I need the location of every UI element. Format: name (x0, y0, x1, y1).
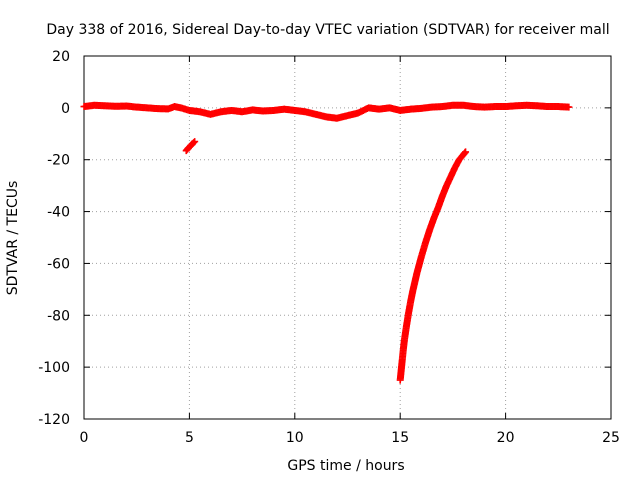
y-tick-label: -80 (47, 308, 70, 324)
y-tick-label: -60 (47, 256, 70, 272)
x-tick-label: 20 (497, 430, 515, 446)
x-axis-label: GPS time / hours (287, 458, 404, 474)
data-point (191, 138, 199, 146)
data-points (80, 101, 573, 384)
axis-ticks: 0 5 10 15 20 25 -120 -100 -80 -60 -40 -20 0 20 (38, 49, 620, 446)
x-tick-label: 0 (80, 430, 89, 446)
data-point (190, 139, 198, 147)
chart-title: Day 338 of 2016, Sidereal Day-to-day VTE… (46, 22, 609, 38)
grid (84, 56, 611, 419)
x-tick-label: 15 (391, 430, 409, 446)
x-tick-label: 5 (185, 430, 194, 446)
x-tick-label: 10 (286, 430, 304, 446)
y-tick-label: -20 (47, 153, 70, 169)
y-tick-label: -100 (38, 360, 70, 376)
y-axis-label: SDTVAR / TECUs (5, 181, 21, 296)
data-point (565, 103, 573, 111)
y-tick-label: -120 (38, 412, 70, 428)
plot-frame (83, 55, 612, 420)
y-tick-label: 20 (52, 49, 70, 65)
y-tick-label: -40 (47, 205, 70, 221)
x-tick-label: 25 (602, 430, 620, 446)
y-tick-label: 0 (61, 101, 70, 117)
data-point (462, 148, 470, 156)
